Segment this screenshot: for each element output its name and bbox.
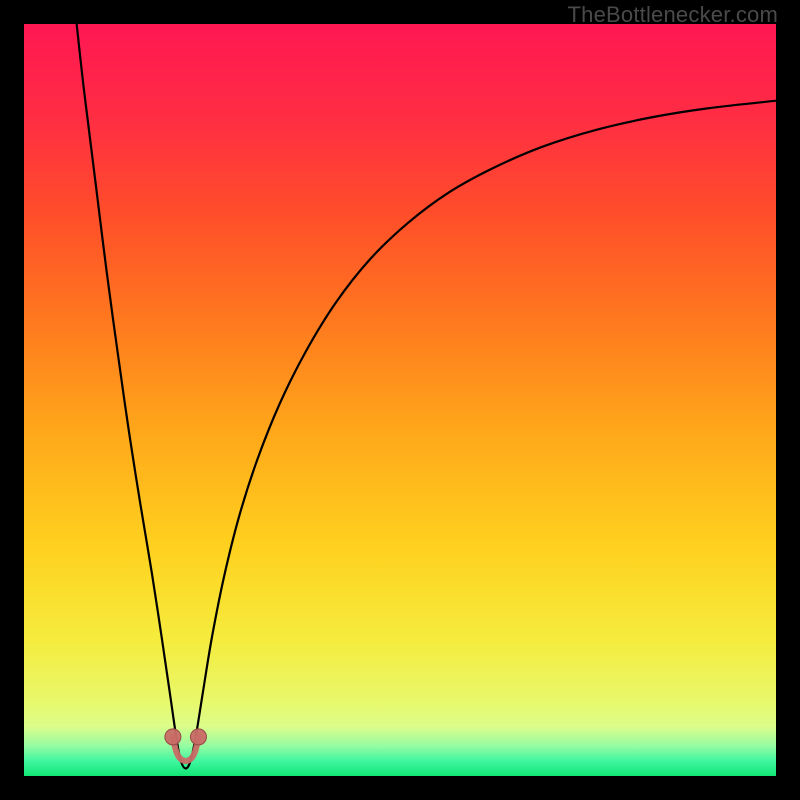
marker-dot xyxy=(165,729,181,745)
plot-background xyxy=(24,24,776,776)
chart-svg xyxy=(0,0,800,800)
chart-root: TheBottlenecker.com xyxy=(0,0,800,800)
marker-dot xyxy=(190,729,206,745)
